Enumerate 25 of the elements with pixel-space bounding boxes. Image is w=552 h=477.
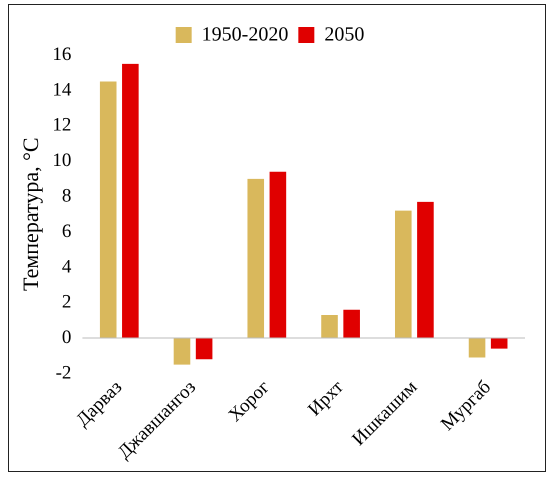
bar	[468, 338, 486, 358]
y-tick-label: 6	[62, 220, 72, 242]
bar	[100, 82, 117, 338]
legend-label: 1950-2020	[202, 23, 288, 46]
y-axis-title: Температура, °C	[18, 137, 43, 292]
legend-label: 2050	[324, 23, 364, 46]
bar	[122, 64, 139, 338]
y-tick-label: -2	[56, 362, 72, 384]
bar	[196, 338, 212, 360]
bar	[174, 338, 190, 365]
bar	[321, 315, 338, 338]
bar	[417, 202, 434, 338]
y-tick-label: 10	[52, 150, 72, 172]
y-tick-label: 16	[52, 44, 72, 65]
y-tick-label: 12	[52, 114, 72, 136]
y-tick-label: 4	[62, 256, 72, 278]
y-tick-label: 0	[62, 327, 72, 348]
y-tick-label: 14	[52, 79, 72, 100]
y-tick-label: 2	[62, 292, 72, 313]
bar	[394, 210, 412, 338]
bar	[270, 172, 286, 338]
y-tick-label: 8	[62, 186, 72, 207]
bar	[247, 178, 264, 338]
bar	[490, 338, 508, 349]
bar	[343, 310, 360, 338]
